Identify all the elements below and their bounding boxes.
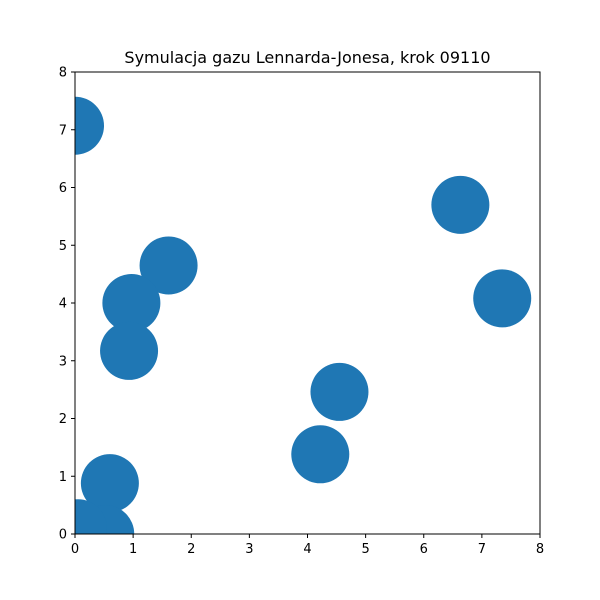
y-tick-label: 8: [59, 66, 67, 81]
x-axis-ticks: 0 1 2 3 4 5 6 7 8: [71, 534, 544, 557]
particle-point: [291, 425, 350, 484]
particle-point: [75, 499, 107, 534]
chart-title: Symulacja gazu Lennarda-Jonesa, krok 091…: [124, 48, 490, 67]
particle-point: [473, 269, 532, 328]
y-tick-label: 3: [59, 354, 67, 369]
x-tick-label: 6: [420, 542, 428, 557]
y-tick-label: 6: [59, 181, 67, 196]
y-tick-label: 5: [59, 239, 67, 254]
particle-point: [139, 236, 198, 295]
y-axis-ticks: 0 1 2 3 4 5 6 7 8: [59, 66, 75, 543]
points-layer: [75, 96, 532, 534]
x-tick-label: 7: [478, 542, 486, 557]
x-tick-label: 4: [303, 542, 311, 557]
particle-point: [80, 454, 139, 513]
x-tick-label: 3: [245, 542, 253, 557]
particle-point: [431, 175, 490, 234]
particle-point: [75, 96, 104, 155]
x-tick-label: 1: [129, 542, 137, 557]
x-tick-label: 0: [71, 542, 79, 557]
x-tick-label: 8: [536, 542, 544, 557]
y-tick-label: 0: [59, 528, 67, 543]
y-tick-label: 4: [59, 297, 67, 312]
particle-point: [102, 274, 161, 332]
x-tick-label: 2: [187, 542, 195, 557]
y-tick-label: 2: [59, 412, 67, 427]
particle-point: [100, 321, 159, 380]
x-tick-label: 5: [361, 542, 369, 557]
y-tick-label: 1: [59, 470, 67, 485]
y-tick-label: 7: [59, 123, 67, 138]
particle-point: [310, 362, 369, 421]
